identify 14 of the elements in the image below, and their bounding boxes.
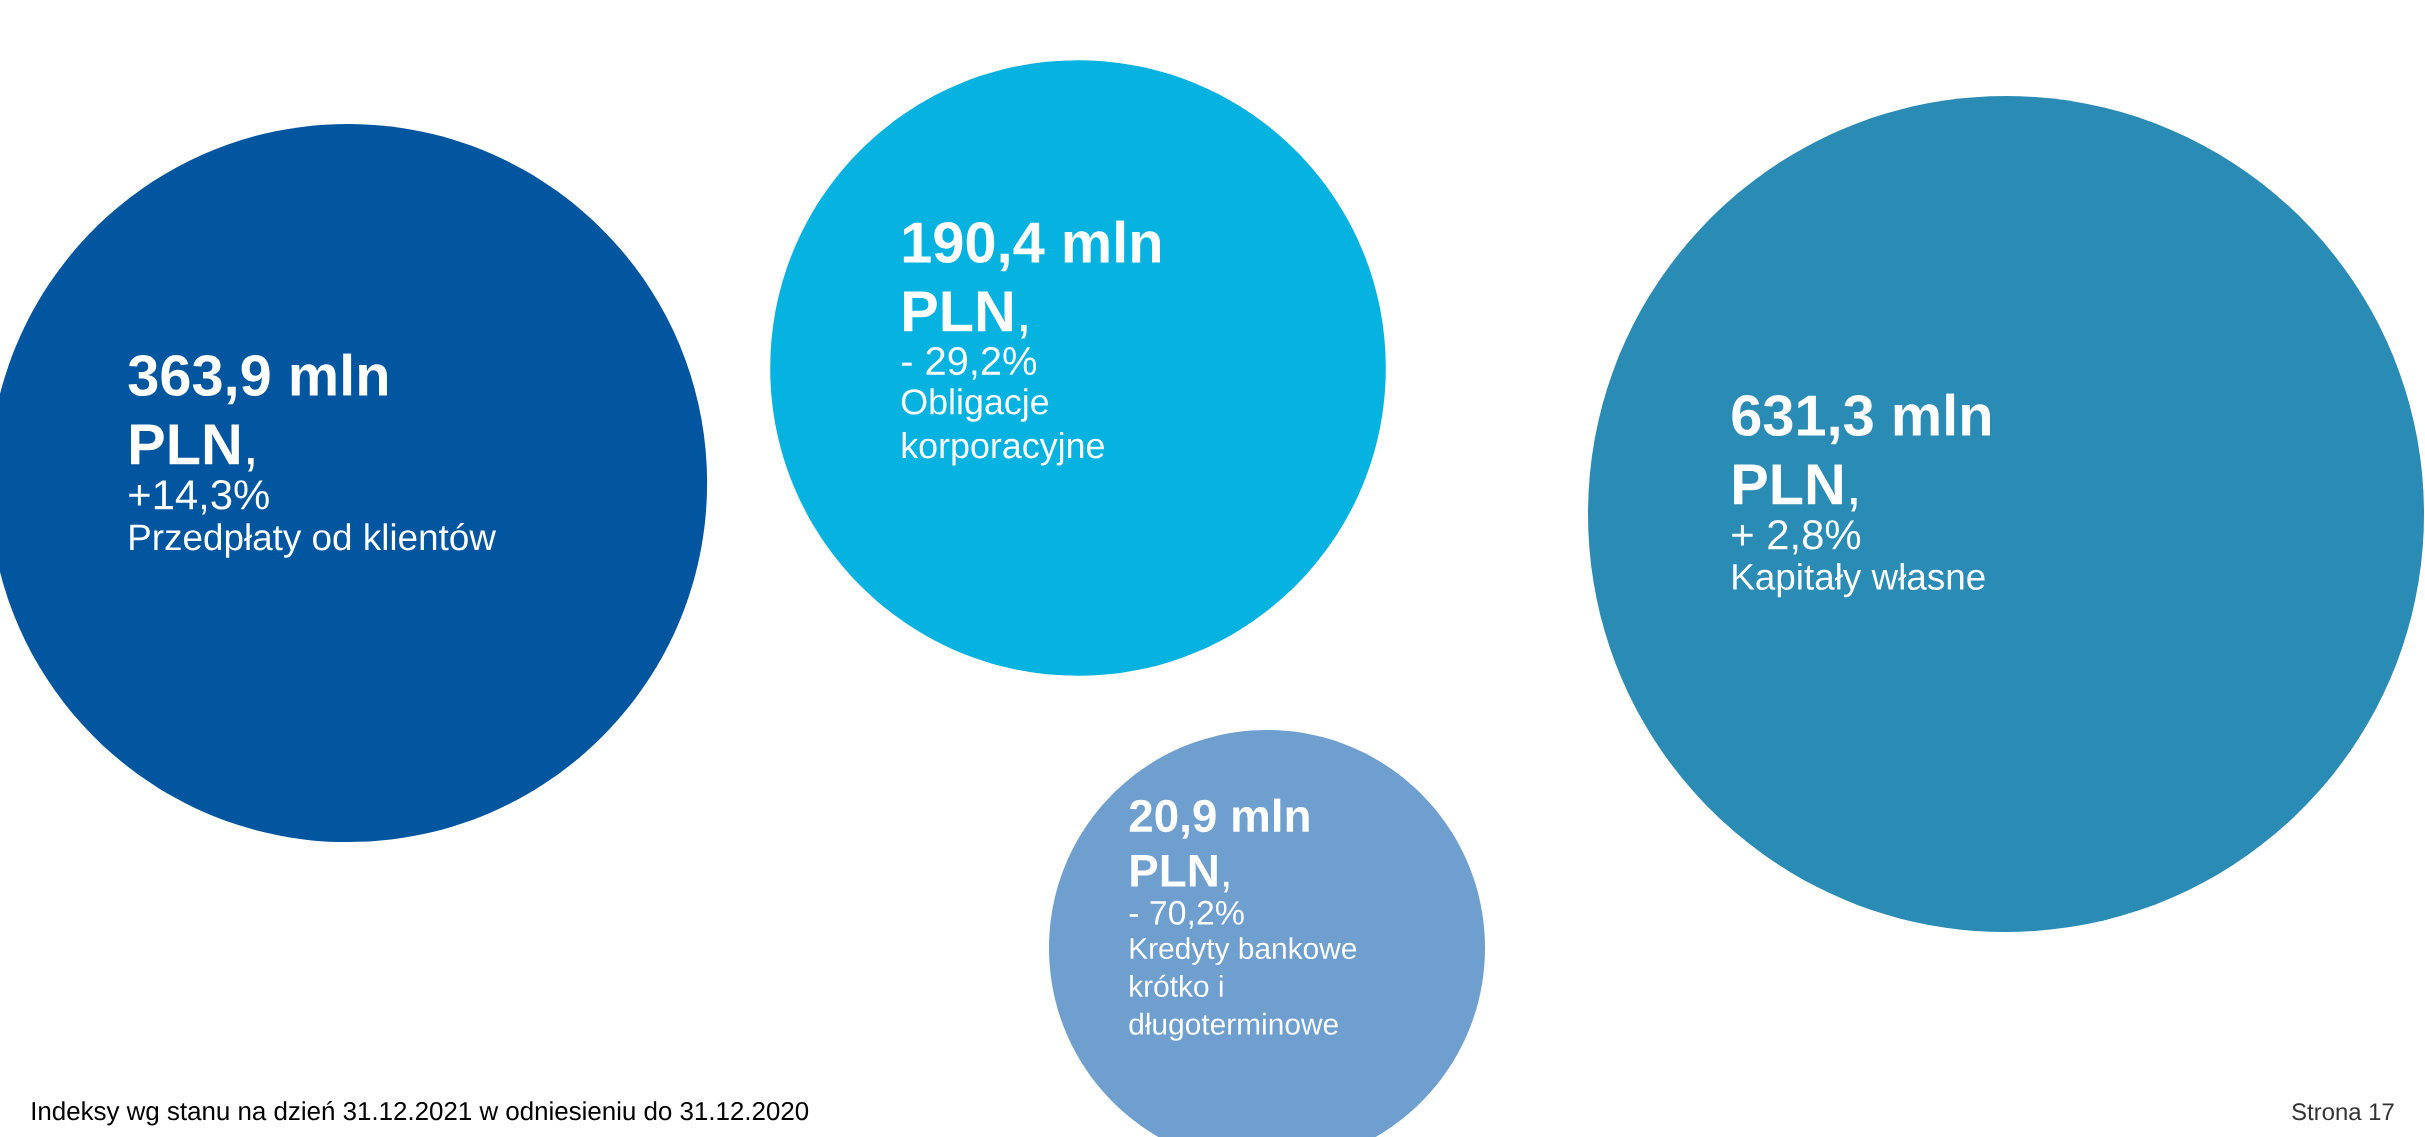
text: - 29,2%: [901, 346, 1037, 380]
data-label: 631,3 mln PLN,: [1732, 393, 1990, 512]
data-label: 190,4 mln PLN,: [903, 220, 1160, 339]
category-label: Obligacje korporacyjne: [901, 388, 1104, 466]
text: + 2,8%: [1732, 519, 1861, 555]
text: Strona 17: [2292, 1103, 2394, 1121]
category-label: Kapitały własne: [1733, 562, 1985, 598]
data-label: 363,9 mln PLN,: [128, 353, 387, 472]
category-label: Przedpłaty od klientów: [130, 522, 497, 558]
data-label: 20,9 mln PLN,: [1129, 798, 1309, 893]
category-label: Kredyty bankowe krótko i długoterminowe: [1129, 937, 1357, 1041]
text: - 70,2%: [1129, 900, 1244, 929]
text: Indeksy wg stanu na dzień 31.12.2021 w odniesieniu do 31.12.2020: [32, 1100, 809, 1126]
text: +14,3%: [129, 479, 269, 515]
